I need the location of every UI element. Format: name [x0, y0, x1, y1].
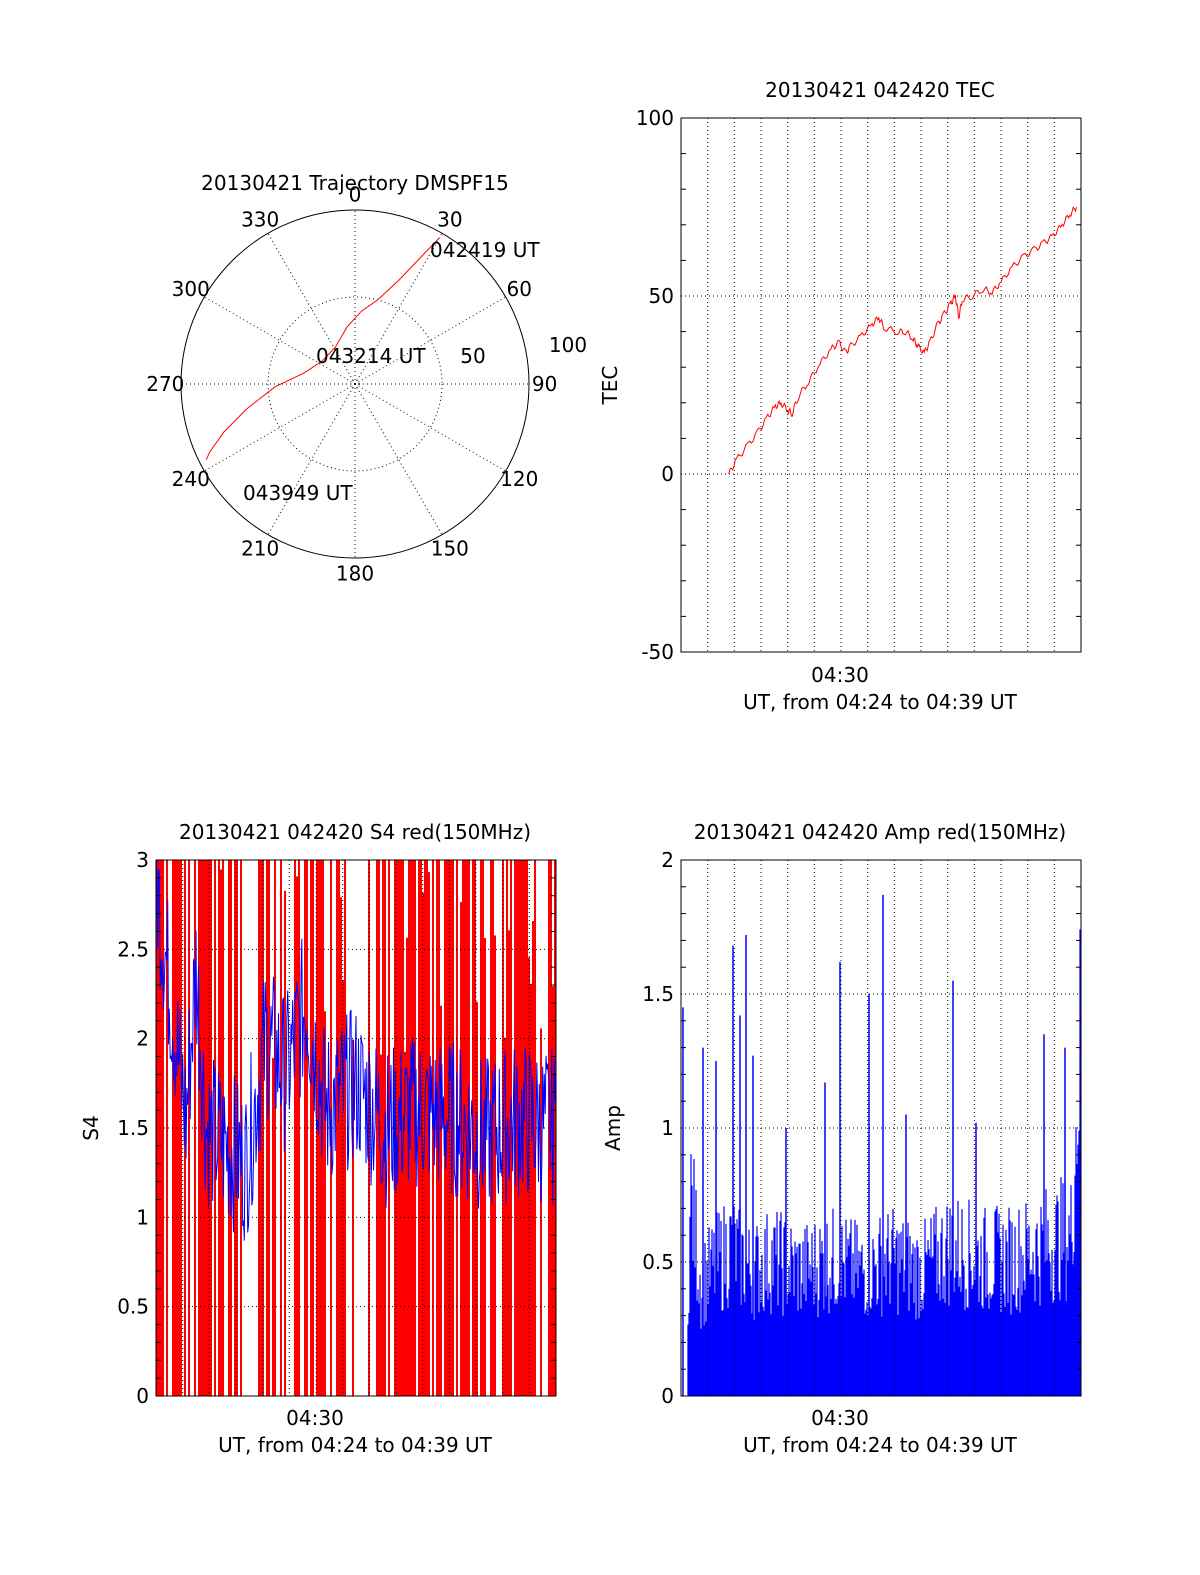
tec-y-axis-label: TEC [598, 366, 622, 406]
polar-title: 20130421 Trajectory DMSPF15 [201, 171, 509, 195]
track-start-label: 042419 UT [430, 238, 540, 262]
s4-y-tick-label: 3 [136, 848, 149, 872]
tec-y-tick-label: 50 [649, 284, 674, 308]
polar-spoke [354, 383, 443, 535]
tec-y-ticks: 100 50 0 -50 [636, 106, 1081, 664]
s4-panel: 20130421 042420 S4 red(150MHz) 3 2.5 2 1.5 1… [79, 820, 557, 1457]
polar-spoke [204, 383, 356, 472]
track-mid-label: 043214 UT [316, 344, 426, 368]
s4-y-tick-label: 2.5 [117, 937, 149, 961]
s4-title: 20130421 042420 S4 red(150MHz) [179, 820, 531, 844]
polar-spoke [354, 233, 443, 385]
polar-angle-label: 210 [241, 536, 279, 560]
amp-grid [681, 860, 1081, 1396]
polar-angle-label: 270 [146, 372, 184, 396]
polar-angle-labels: 0 30 60 90 120 150 180 210 240 270 300 330 [146, 182, 557, 585]
amp-y-tick-label: 1 [661, 1116, 674, 1140]
polar-angle-label: 0 [349, 182, 362, 206]
tec-x-axis-label: UT, from 04:24 to 04:39 UT [743, 690, 1018, 714]
polar-spoke [354, 383, 506, 472]
polar-angle-label: 300 [172, 277, 210, 301]
polar-ring-50 [267, 296, 443, 472]
s4-grid [156, 860, 556, 1396]
amp-y-tick-label: 2 [661, 848, 674, 872]
s4-blue-series [156, 860, 556, 1241]
amp-y-ticks: 2 1.5 1 0.5 0 [642, 848, 1081, 1408]
tec-grid [681, 118, 1081, 652]
tec-x-tick-0430: 04:30 [811, 663, 869, 687]
polar-angle-label: 120 [500, 467, 538, 491]
s4-y-tick-label: 0.5 [117, 1295, 149, 1319]
polar-angle-label: 330 [241, 208, 279, 232]
amp-y-axis-label: Amp [601, 1105, 625, 1151]
tec-y-tick-label: -50 [641, 640, 674, 664]
polar-angle-label: 30 [437, 208, 462, 232]
s4-y-tick-label: 2 [136, 1027, 149, 1051]
s4-y-tick-label: 1.5 [117, 1116, 149, 1140]
polar-angle-label: 90 [532, 372, 557, 396]
tec-y-tick-label: 0 [661, 462, 674, 486]
tec-series-line [728, 206, 1078, 475]
tec-title: 20130421 042420 TEC [765, 78, 995, 102]
satellite-track-line [205, 237, 440, 461]
polar-angle-label: 240 [172, 467, 210, 491]
amp-title: 20130421 042420 Amp red(150MHz) [694, 820, 1066, 844]
s4-plot-frame [155, 859, 557, 1397]
polar-spoke [267, 383, 356, 535]
amp-y-tick-label: 1.5 [642, 982, 674, 1006]
s4-x-tick-0430: 04:30 [286, 1406, 344, 1430]
polar-angle-label: 150 [431, 536, 469, 560]
polar-angle-label: 60 [507, 277, 532, 301]
amp-plot-frame [680, 859, 1082, 1397]
polar-angle-label: 180 [336, 562, 374, 586]
polar-radial-tick-100: 100 [549, 333, 587, 357]
polar-spoke [204, 296, 356, 385]
s4-y-ticks: 3 2.5 2 1.5 1 0.5 0 [117, 848, 556, 1408]
amp-y-tick-label: 0.5 [642, 1250, 674, 1274]
polar-spokes [181, 210, 529, 558]
polar-trajectory-panel: 20130421 Trajectory DMSPF15 0 30 60 90 120 15… [146, 171, 587, 586]
polar-spoke [267, 233, 356, 385]
amp-blue-series [682, 894, 1081, 1396]
s4-x-axis-label: UT, from 04:24 to 04:39 UT [218, 1433, 493, 1457]
amp-x-axis-label: UT, from 04:24 to 04:39 UT [743, 1433, 1018, 1457]
s4-y-tick-label: 1 [136, 1205, 149, 1229]
polar-outer-ring [180, 209, 530, 559]
polar-spoke [354, 296, 506, 385]
tec-plot-frame [680, 117, 1082, 653]
tec-y-tick-label: 100 [636, 106, 674, 130]
polar-radial-tick-50: 50 [460, 344, 485, 368]
amp-y-tick-label: 0 [661, 1384, 674, 1408]
s4-y-axis-label: S4 [79, 1115, 103, 1140]
amp-x-tick-0430: 04:30 [811, 1406, 869, 1430]
s4-y-tick-label: 0 [136, 1384, 149, 1408]
amp-panel: 20130421 042420 Amp red(150MHz) 2 1.5 1 0.5… [601, 820, 1082, 1457]
track-end-label: 043949 UT [243, 481, 353, 505]
